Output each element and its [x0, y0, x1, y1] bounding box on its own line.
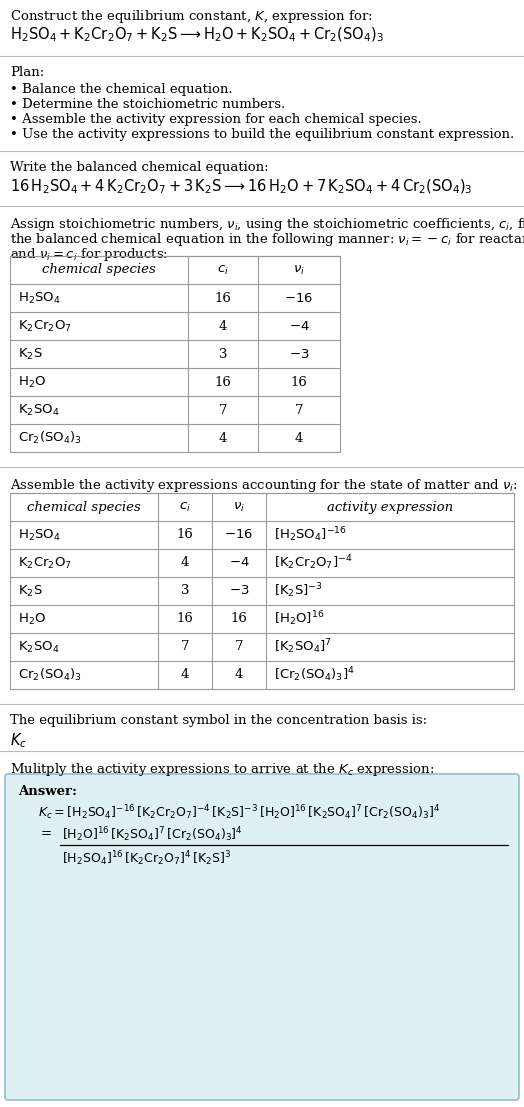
Text: $=$: $=$ — [38, 825, 52, 838]
Text: $[\mathrm{H_2SO_4}]^{-16}$: $[\mathrm{H_2SO_4}]^{-16}$ — [274, 526, 347, 545]
Text: $-4$: $-4$ — [289, 320, 309, 332]
Bar — [10, 256, 340, 452]
Text: $\mathrm{Cr_2(SO_4)_3}$: $\mathrm{Cr_2(SO_4)_3}$ — [18, 430, 82, 446]
Text: chemical species: chemical species — [27, 500, 141, 514]
Text: $\nu_i$: $\nu_i$ — [233, 500, 245, 514]
Text: $\mathrm{H_2SO_4}$: $\mathrm{H_2SO_4}$ — [18, 527, 61, 542]
Text: 16: 16 — [291, 375, 308, 389]
Text: 4: 4 — [181, 557, 189, 569]
Text: 4: 4 — [295, 432, 303, 445]
Text: $-4$: $-4$ — [228, 557, 249, 569]
Text: $-16$: $-16$ — [285, 291, 313, 304]
Text: 16: 16 — [177, 528, 193, 541]
FancyBboxPatch shape — [5, 774, 519, 1100]
Text: $[\mathrm{Cr_2(SO_4)_3}]^{4}$: $[\mathrm{Cr_2(SO_4)_3}]^{4}$ — [274, 665, 355, 684]
Text: $\mathrm{K_2S}$: $\mathrm{K_2S}$ — [18, 346, 42, 362]
Bar — [10, 493, 514, 689]
Text: $[\mathrm{H_2O}]^{16}$: $[\mathrm{H_2O}]^{16}$ — [274, 610, 324, 629]
Text: $\mathrm{H_2SO_4}$: $\mathrm{H_2SO_4}$ — [18, 290, 61, 306]
Text: • Balance the chemical equation.: • Balance the chemical equation. — [10, 83, 233, 96]
Text: $-16$: $-16$ — [224, 528, 254, 541]
Text: 16: 16 — [231, 612, 247, 625]
Text: $K_c = [\mathrm{H_2SO_4}]^{-16}\,[\mathrm{K_2Cr_2O_7}]^{-4}\,[\mathrm{K_2S}]^{-3: $K_c = [\mathrm{H_2SO_4}]^{-16}\,[\mathr… — [38, 803, 440, 821]
Text: • Use the activity expressions to build the equilibrium constant expression.: • Use the activity expressions to build … — [10, 128, 514, 141]
Text: $-3$: $-3$ — [229, 584, 249, 598]
Text: $\mathrm{K_2SO_4}$: $\mathrm{K_2SO_4}$ — [18, 403, 59, 417]
Text: $\nu_i$: $\nu_i$ — [293, 263, 305, 277]
Text: $\mathrm{K_2Cr_2O_7}$: $\mathrm{K_2Cr_2O_7}$ — [18, 319, 72, 333]
Text: Assemble the activity expressions accounting for the state of matter and $\nu_i$: Assemble the activity expressions accoun… — [10, 477, 518, 494]
Text: 4: 4 — [235, 669, 243, 682]
Text: $c_i$: $c_i$ — [179, 500, 191, 514]
Text: $16\,\mathrm{H_2SO_4} + 4\,\mathrm{K_2Cr_2O_7} + 3\,\mathrm{K_2S} \longrightarro: $16\,\mathrm{H_2SO_4} + 4\,\mathrm{K_2Cr… — [10, 178, 473, 196]
Text: chemical species: chemical species — [42, 263, 156, 277]
Text: 7: 7 — [294, 403, 303, 416]
Text: 7: 7 — [219, 403, 227, 416]
Text: $\mathrm{H_2O}$: $\mathrm{H_2O}$ — [18, 374, 46, 390]
Text: Assign stoichiometric numbers, $\nu_i$, using the stoichiometric coefficients, $: Assign stoichiometric numbers, $\nu_i$, … — [10, 216, 524, 232]
Text: 4: 4 — [181, 669, 189, 682]
Text: $K_c$: $K_c$ — [10, 731, 27, 749]
Text: 16: 16 — [214, 375, 232, 389]
Text: 7: 7 — [235, 641, 243, 653]
Text: and $\nu_i = c_i$ for products:: and $\nu_i = c_i$ for products: — [10, 246, 168, 263]
Text: 7: 7 — [181, 641, 189, 653]
Text: $[\mathrm{H_2O}]^{16}\,[\mathrm{K_2SO_4}]^{7}\,[\mathrm{Cr_2(SO_4)_3}]^{4}$: $[\mathrm{H_2O}]^{16}\,[\mathrm{K_2SO_4}… — [62, 825, 243, 844]
Text: The equilibrium constant symbol in the concentration basis is:: The equilibrium constant symbol in the c… — [10, 714, 427, 727]
Text: • Determine the stoichiometric numbers.: • Determine the stoichiometric numbers. — [10, 99, 285, 111]
Text: Write the balanced chemical equation:: Write the balanced chemical equation: — [10, 161, 269, 174]
Text: Answer:: Answer: — [18, 785, 77, 798]
Text: $c_i$: $c_i$ — [217, 263, 229, 277]
Text: $\mathrm{H_2O}$: $\mathrm{H_2O}$ — [18, 611, 46, 627]
Text: $\mathrm{H_2SO_4 + K_2Cr_2O_7 + K_2S} \longrightarrow \mathrm{H_2O + K_2SO_4 + C: $\mathrm{H_2SO_4 + K_2Cr_2O_7 + K_2S} \l… — [10, 25, 384, 44]
Text: $[\mathrm{K_2Cr_2O_7}]^{-4}$: $[\mathrm{K_2Cr_2O_7}]^{-4}$ — [274, 554, 353, 572]
Text: $[\mathrm{H_2SO_4}]^{16}\,[\mathrm{K_2Cr_2O_7}]^{4}\,[\mathrm{K_2S}]^{3}$: $[\mathrm{H_2SO_4}]^{16}\,[\mathrm{K_2Cr… — [62, 849, 232, 868]
Text: $\mathrm{K_2Cr_2O_7}$: $\mathrm{K_2Cr_2O_7}$ — [18, 556, 72, 570]
Text: $[\mathrm{K_2SO_4}]^{7}$: $[\mathrm{K_2SO_4}]^{7}$ — [274, 638, 332, 656]
Text: • Assemble the activity expression for each chemical species.: • Assemble the activity expression for e… — [10, 113, 422, 126]
Text: 16: 16 — [214, 291, 232, 304]
Text: $\mathrm{K_2SO_4}$: $\mathrm{K_2SO_4}$ — [18, 640, 59, 654]
Text: $-3$: $-3$ — [289, 348, 309, 361]
Text: $\mathrm{K_2S}$: $\mathrm{K_2S}$ — [18, 583, 42, 599]
Text: Mulitply the activity expressions to arrive at the $K_c$ expression:: Mulitply the activity expressions to arr… — [10, 761, 434, 778]
Text: 16: 16 — [177, 612, 193, 625]
Text: the balanced chemical equation in the following manner: $\nu_i = -c_i$ for react: the balanced chemical equation in the fo… — [10, 231, 524, 248]
Text: 4: 4 — [219, 432, 227, 445]
Text: 3: 3 — [219, 348, 227, 361]
Text: $[\mathrm{K_2S}]^{-3}$: $[\mathrm{K_2S}]^{-3}$ — [274, 581, 323, 600]
Text: activity expression: activity expression — [327, 500, 453, 514]
Text: 4: 4 — [219, 320, 227, 332]
Text: $\mathrm{Cr_2(SO_4)_3}$: $\mathrm{Cr_2(SO_4)_3}$ — [18, 666, 82, 683]
Text: 3: 3 — [181, 584, 189, 598]
Text: Construct the equilibrium constant, $K$, expression for:: Construct the equilibrium constant, $K$,… — [10, 8, 373, 25]
Text: Plan:: Plan: — [10, 66, 44, 79]
